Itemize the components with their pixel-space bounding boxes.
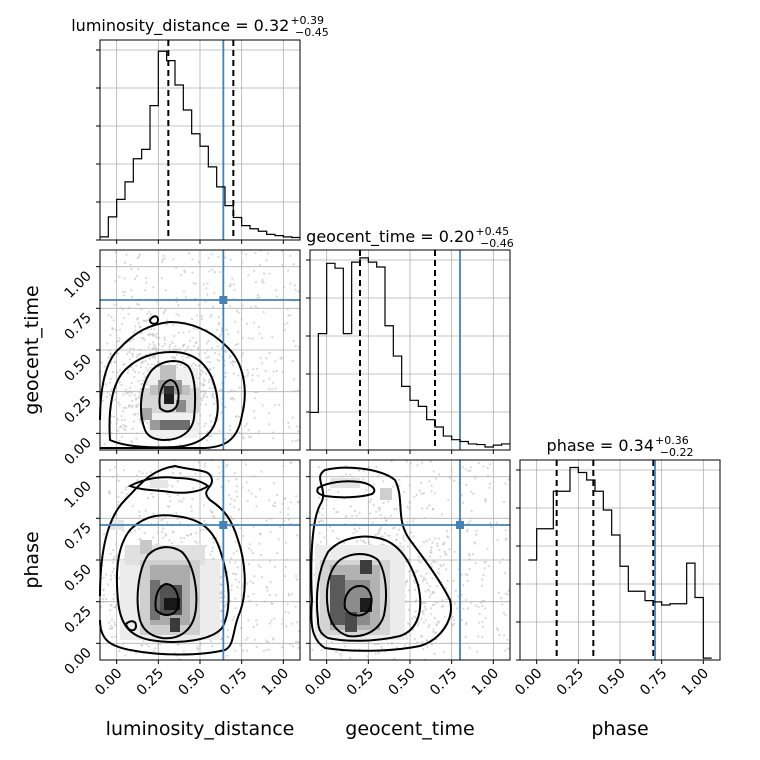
y-tick-label: 0.50 [61,352,94,385]
x-tick-label: 0.75 [427,666,460,699]
title-phase: phase = 0.34+0.36 −0.22 [547,434,694,459]
x-tick-label: 0.50 [385,666,418,699]
scatter-panel-geocent-vs-lumdist: 0.00 0.25 0.50 0.75 1.00 [61,249,301,468]
histogram-panel-luminosity-distance [96,39,301,244]
truth-marker [219,296,228,304]
density-grid [315,478,405,640]
y-tick-label: 0.00 [61,435,94,468]
x-tick-label: 0.75 [217,666,250,699]
y-tick-label: 0.25 [61,393,94,426]
histogram-panel-phase: 0.00 0.25 0.50 0.75 1.00 [512,459,721,699]
histogram-luminosity-distance [100,50,300,239]
histogram-phase [528,466,712,659]
x-tick-label: 0.50 [175,666,208,699]
x-axis-label-phase: phase [591,718,648,740]
density-grid [140,365,200,438]
y-tick-label: 0.75 [61,310,94,343]
y-tick-label: 0.75 [61,520,94,553]
y-tick-label: 1.00 [61,478,94,511]
density-grid [110,480,220,640]
contours [99,464,246,656]
y-tick-label: 0.00 [61,645,94,678]
scatter-panel-phase-vs-geocent: 0.00 0.25 0.50 0.75 1.00 [302,459,511,699]
x-tick-label: 0.25 [134,666,167,699]
histogram-geocent-time [310,257,510,448]
scatter-panel-phase-vs-lumdist: 0.000.250.500.751.00 0.00 0.25 0.50 0.75 1.0… [61,459,301,699]
x-axis-label-geocent-time: geocent_time [345,718,474,740]
x-tick-label: 0.00 [302,666,335,699]
x-tick-label: 0.75 [637,666,670,699]
x-tick-label: 0.50 [595,666,628,699]
x-tick-label: 1.00 [679,666,712,699]
x-tick-label: 1.00 [259,666,292,699]
x-tick-label: 0.00 [512,666,545,699]
x-axis-label-luminosity-distance: luminosity_distance [106,718,295,740]
x-tick-label: 0.25 [344,666,377,699]
truth-marker [219,521,228,529]
y-axis-label-geocent-time: geocent_time [21,285,43,414]
y-tick-label: 0.25 [61,603,94,636]
y-tick-label: 1.00 [61,268,94,301]
x-tick-label: 0.25 [554,666,587,699]
y-tick-label: 0.50 [61,562,94,595]
histogram-panel-geocent-time [306,249,511,454]
truth-marker [456,521,464,529]
y-axis-label-phase: phase [21,531,43,588]
title-luminosity-distance: luminosity_distance = 0.32+0.39 −0.45 [71,14,329,39]
x-tick-label: 1.00 [469,666,502,699]
title-geocent-time: geocent_time = 0.20+0.45 −0.46 [306,225,514,250]
contours [99,315,246,449]
contours [310,466,452,652]
x-tick-label: 0.00 [92,666,125,699]
